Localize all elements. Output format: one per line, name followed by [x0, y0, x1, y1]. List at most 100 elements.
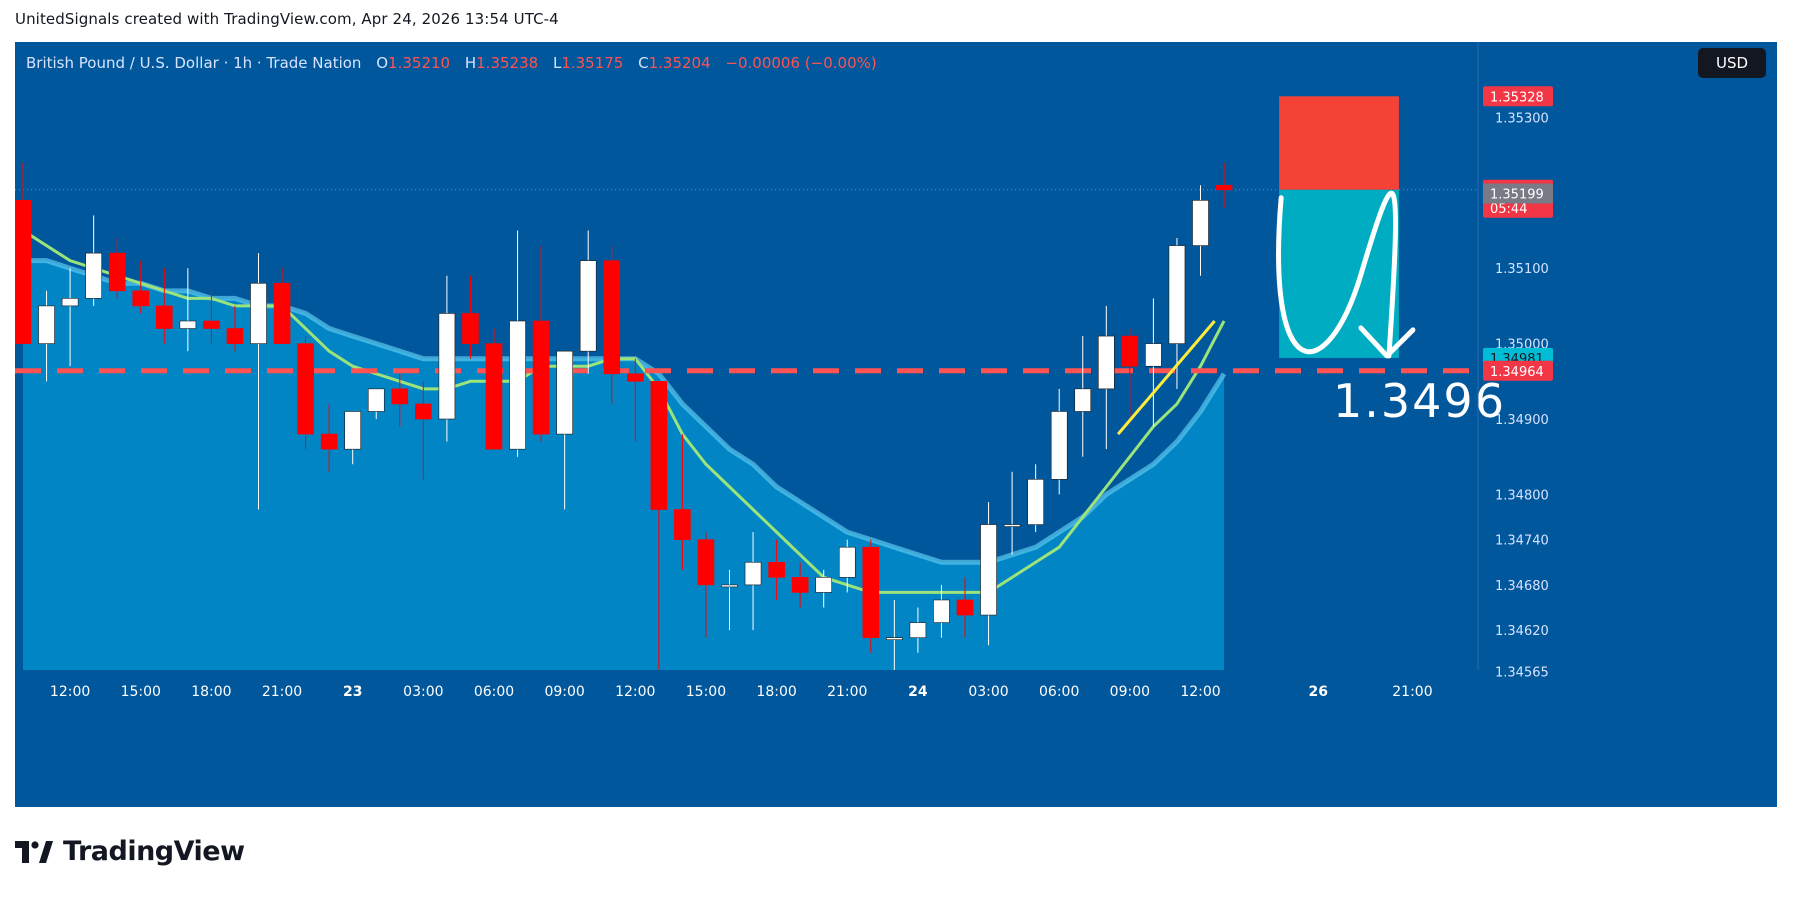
time-tick-label: 09:00 [1110, 684, 1150, 700]
candle-body [462, 313, 479, 344]
price-tag-box [1483, 360, 1553, 381]
time-tick-label: 09:00 [544, 684, 584, 700]
price-tick-label: 1.34680 [1495, 579, 1549, 594]
time-tick-label: 12:00 [615, 684, 655, 700]
candle-body [556, 350, 573, 435]
candle-body [791, 577, 809, 593]
candle [1003, 471, 1021, 555]
price-tick-label: 1.34740 [1495, 534, 1549, 549]
time-axis-band [15, 670, 1478, 710]
candle [933, 584, 950, 638]
wave-arrow-path [1276, 190, 1399, 359]
price-tag: 1.34964 [1483, 360, 1553, 381]
candle-body [933, 599, 950, 623]
candle-body [367, 388, 385, 412]
time-tick-label: 06:00 [474, 684, 514, 700]
candle-body [156, 305, 173, 329]
price-tick-label: 1.34900 [1495, 413, 1549, 428]
price-tag: 1.35199 [1483, 183, 1553, 204]
candle [791, 562, 809, 608]
candle [367, 388, 385, 420]
candle [815, 569, 833, 608]
price-tick-label: 1.34620 [1495, 624, 1549, 639]
candle-body [485, 343, 503, 450]
time-tick-label: 24 [908, 684, 928, 700]
low-label: L [552, 54, 562, 72]
candle [203, 290, 220, 344]
time-tick-label: 03:00 [403, 684, 443, 700]
candle [909, 607, 927, 653]
candle-body [1050, 411, 1068, 480]
time-tick-label: 18:00 [756, 684, 796, 700]
candle-body [85, 252, 102, 299]
candle-body [15, 200, 32, 344]
stop-loss-zone [1279, 96, 1399, 190]
chart-panel[interactable]: 1.3496 12:00 15:00 18:00 21:00 23 03:00 06:00 09… [15, 42, 1777, 807]
candle [1027, 464, 1044, 533]
candle [273, 268, 291, 344]
symbol-description[interactable]: British Pound / U.S. Dollar · 1h · Trade… [26, 54, 362, 72]
candle [1121, 328, 1139, 420]
candle [1098, 305, 1115, 450]
candle-body [273, 282, 291, 344]
candle [250, 253, 267, 510]
candle [38, 290, 55, 382]
candle-body [1074, 388, 1092, 412]
candle [1050, 388, 1068, 495]
symbol-legend: British Pound / U.S. Dollar · 1h · Trade… [26, 54, 877, 72]
candlestick-chart[interactable]: 1.3496 12:00 15:00 18:00 21:00 23 03:00 06:00 09… [15, 42, 1777, 807]
candle-body [815, 577, 833, 593]
time-tick-label: 15:00 [121, 684, 161, 700]
price-tag: 1.35328 [1483, 86, 1553, 107]
time-tick-label: 12:00 [1180, 684, 1220, 700]
candle-body [1215, 184, 1233, 191]
candle-body [320, 433, 338, 450]
countdown-label: 05:44 [1490, 202, 1527, 217]
currency-button[interactable]: USD [1698, 48, 1766, 78]
price-tick-label: 1.34565 [1495, 666, 1549, 681]
candle-body [768, 561, 785, 578]
candle [674, 434, 691, 570]
price-tag-box [1483, 183, 1553, 204]
candle-body [344, 411, 362, 450]
candle-body [909, 622, 927, 638]
candle [344, 411, 362, 465]
candle-body [1003, 524, 1021, 527]
candle-body [1168, 245, 1186, 344]
candle-body [226, 328, 244, 344]
candle [650, 381, 668, 691]
candle [768, 539, 785, 600]
candle [1145, 298, 1162, 427]
projection-line [1116, 320, 1216, 436]
high-label: H [464, 54, 477, 72]
candle-body [391, 388, 409, 405]
candle [556, 350, 573, 510]
candle [297, 336, 314, 450]
candle [1192, 185, 1209, 276]
time-tick-label: 18:00 [191, 684, 231, 700]
tradingview-wordmark: TradingView [63, 836, 245, 867]
candle-body [438, 313, 456, 420]
candle-body [38, 305, 55, 344]
candle-body [1192, 200, 1209, 246]
tradingview-logo-icon [15, 840, 53, 863]
candle-body [697, 539, 715, 586]
candle-body [1098, 335, 1115, 390]
time-tick-label: 15:00 [686, 684, 726, 700]
candle [226, 305, 244, 352]
time-tick-label: 23 [343, 684, 362, 700]
ema-area-fill [23, 260, 1225, 670]
candle [603, 245, 621, 404]
high-value: 1.35238 [476, 54, 539, 72]
close-value: 1.35204 [648, 54, 711, 72]
candle-body [1027, 479, 1044, 525]
low-value: 1.35175 [561, 54, 624, 72]
candle-body [532, 320, 550, 435]
candle-body [862, 546, 880, 638]
candle [626, 358, 644, 442]
candle-body [626, 373, 644, 382]
candle [956, 577, 974, 638]
candle [838, 539, 856, 593]
target-price-label: 1.3496 [1333, 374, 1506, 428]
candle [415, 381, 432, 480]
